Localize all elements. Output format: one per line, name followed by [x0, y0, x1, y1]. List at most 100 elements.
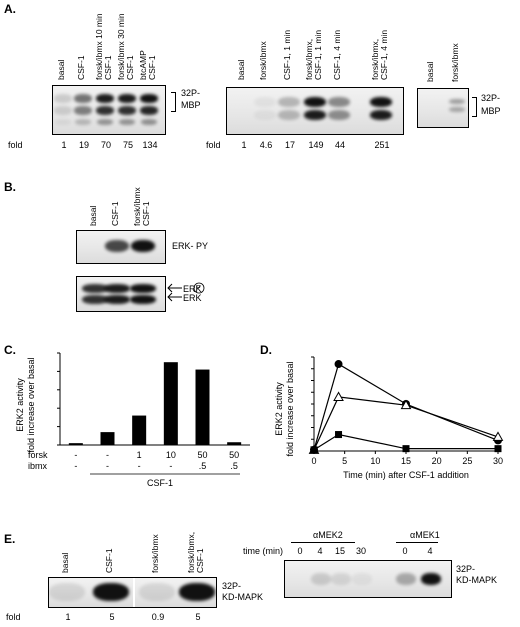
fold-value: 134	[142, 140, 158, 150]
panel-c-row-ibmx: ibmx	[28, 461, 48, 471]
blot-band	[54, 106, 72, 115]
blot-band	[55, 119, 71, 125]
lane-label: basal	[425, 61, 435, 82]
fold-value: 1	[65, 612, 71, 622]
panel-c-row-forsk: forsk	[28, 450, 48, 460]
panel-a-blot1-fold-prefix: fold	[8, 140, 23, 150]
fold-value: 251	[374, 140, 390, 150]
blot-band	[370, 97, 392, 107]
d-x-tick-label: 10	[370, 456, 380, 466]
panel-e-mek1-label: αMEK1	[410, 530, 440, 540]
time-value: 30	[355, 546, 366, 556]
panel-c-csf-label: CSF-1	[147, 478, 173, 488]
fold-value: 19	[78, 140, 89, 150]
lane-label: CSF-1	[110, 201, 120, 226]
d-x-tick-label: 15	[401, 456, 411, 466]
panel-c-bar-chart: ERK2 activity fold increase over basal f…	[15, 352, 250, 488]
blot-band	[254, 97, 276, 107]
d-x-tick-label: 20	[432, 456, 442, 466]
panel-c-ylabel-line1: ERK2 activity	[15, 378, 25, 432]
c-ibmx-value: -	[138, 461, 141, 471]
blot-band	[139, 583, 175, 601]
c-bar	[163, 362, 178, 445]
blot-band	[421, 573, 441, 585]
time-value: 0	[297, 546, 303, 556]
blot-band	[331, 573, 351, 585]
panel-a-blot3-p32-label: 32P-	[481, 93, 501, 103]
panel-d-xlabel: Time (min) after CSF-1 addition	[343, 470, 469, 480]
fold-value: 44	[334, 140, 345, 150]
panel-e-blot2-kd-label: KD-MAPK	[456, 575, 498, 585]
c-ibmx-value: -	[106, 461, 109, 471]
blot-band	[352, 573, 372, 585]
d-point-square	[335, 431, 343, 439]
lane-label: forsk/ibmx	[450, 43, 460, 82]
blot-band	[278, 110, 300, 120]
panel-e-mek2-label: αMEK2	[313, 530, 343, 540]
lane-label: CSF-1	[76, 55, 86, 80]
blot-band	[82, 295, 108, 304]
blot-band	[74, 94, 92, 103]
panel-d-ylabel-line2: fold increase over basal	[285, 361, 295, 456]
c-bar	[227, 442, 242, 445]
panel-a-blot1-p32-label: 32P-	[181, 88, 201, 98]
blot-band	[49, 583, 85, 601]
panel-a-blot3-bracket	[472, 97, 477, 117]
d-series-line	[313, 396, 499, 451]
lane-label: forsk/ibmx	[150, 534, 160, 573]
blot-band	[74, 106, 92, 115]
d-point-triangle	[492, 431, 504, 441]
blot-band	[304, 97, 326, 107]
c-bar	[132, 415, 147, 445]
c-ibmx-value: .5	[199, 461, 207, 471]
panel-e-blot1-splice-line	[133, 578, 135, 607]
c-forsk-value: 50	[229, 450, 239, 460]
panel-a-blot1	[52, 85, 166, 135]
panel-b-erk-py-label: ERK- PY	[172, 241, 209, 251]
lane-label: CSF-1, 1 min	[282, 29, 292, 80]
lane-label: CSF-1	[102, 55, 113, 80]
blot-band	[370, 110, 392, 120]
time-value: 15	[334, 546, 345, 556]
d-x-tick-label: 25	[462, 456, 472, 466]
fold-value: 75	[122, 140, 133, 150]
blot-band	[96, 106, 114, 115]
lane-label: basal	[56, 59, 66, 80]
blot-band	[328, 110, 350, 120]
panel-a-blot1-mbp-label: MBP	[181, 100, 201, 110]
lane-label: basal	[60, 552, 70, 573]
panel-a-label: A.	[4, 2, 16, 16]
c-bar	[100, 432, 115, 445]
d-x-tick-label: 0	[311, 456, 316, 466]
time-value: 4	[317, 546, 323, 556]
panel-e-blot2-p32-label: 32P-	[456, 564, 476, 574]
lane-label: CSF-1	[146, 55, 157, 80]
blot-band	[54, 94, 72, 103]
blot-band	[119, 119, 135, 125]
blot-band	[449, 107, 465, 112]
panel-e-label: E.	[4, 532, 16, 546]
blot-band	[179, 583, 215, 601]
d-point-square	[310, 446, 318, 454]
lane-label: CSF-1	[140, 201, 151, 226]
blot-band	[118, 94, 136, 103]
panel-c-ylabel-line2: fold increase over basal	[26, 357, 36, 452]
panel-e-blot2	[284, 560, 452, 598]
panel-e-mek1-underline	[396, 542, 438, 543]
c-forsk-value: 1	[137, 450, 142, 460]
panel-a-blot3	[417, 88, 469, 128]
panel-a-blot2-fold-prefix: fold	[206, 140, 221, 150]
lane-label: basal	[236, 59, 246, 80]
lane-label: CSF-1	[194, 548, 205, 573]
panel-b-erkp-label: ERK	[183, 284, 202, 294]
d-point-square	[402, 445, 410, 453]
blot-band	[141, 119, 157, 125]
d-point-triangle	[333, 391, 344, 401]
fold-value: 0.9	[151, 612, 165, 622]
panel-b-erk-blot	[76, 276, 166, 312]
lane-label: CSF-1	[124, 55, 135, 80]
panel-a-blot3-mbp-label: MBP	[481, 106, 501, 116]
panel-c-label: C.	[4, 343, 16, 357]
panel-d-ylabel-line1: ERK2 activity	[274, 382, 284, 436]
time-value: 4	[427, 546, 433, 556]
